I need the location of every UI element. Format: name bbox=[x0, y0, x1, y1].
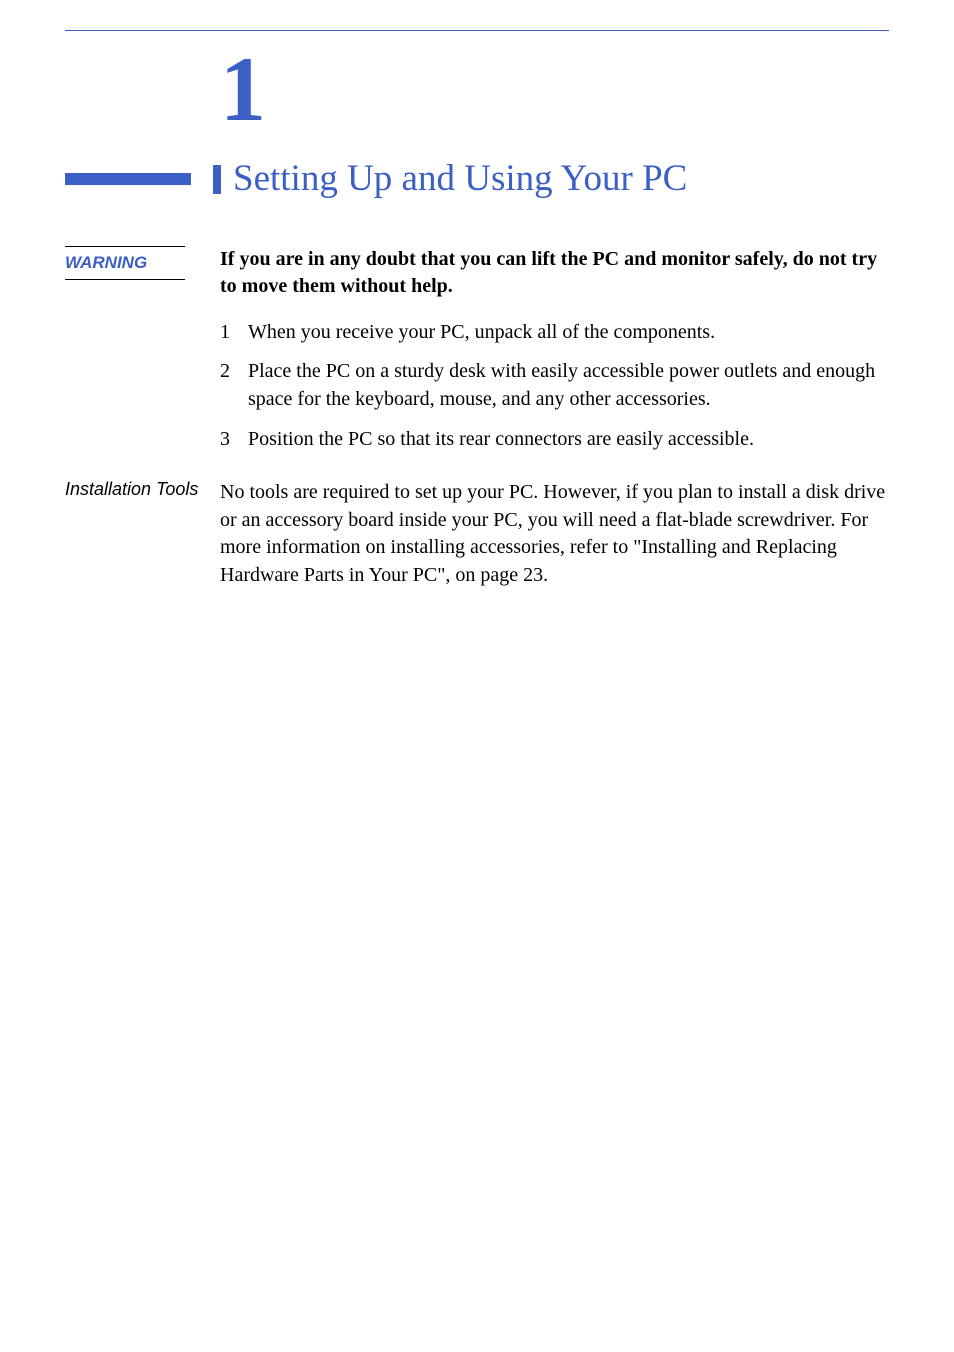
content-area: WARNING If you are in any doubt that you… bbox=[65, 246, 889, 606]
step-text: Position the PC so that its rear connect… bbox=[248, 426, 889, 454]
warning-label: WARNING bbox=[65, 246, 185, 280]
list-item: 3 Position the PC so that its rear conne… bbox=[220, 426, 889, 454]
chapter-title-row: Setting Up and Using Your PC bbox=[65, 159, 889, 200]
chapter-number: 1 bbox=[220, 43, 889, 135]
page-container: 1 Setting Up and Using Your PC WARNING I… bbox=[0, 0, 954, 666]
list-item: 1 When you receive your PC, unpack all o… bbox=[220, 319, 889, 347]
steps-section: 1 When you receive your PC, unpack all o… bbox=[65, 319, 889, 465]
title-accent-bar bbox=[65, 173, 191, 185]
warning-section: WARNING If you are in any doubt that you… bbox=[65, 246, 889, 301]
step-text: Place the PC on a sturdy desk with easil… bbox=[248, 358, 889, 413]
top-rule-divider bbox=[65, 30, 889, 31]
title-accent-tick bbox=[213, 165, 221, 194]
step-text: When you receive your PC, unpack all of … bbox=[248, 319, 889, 347]
warning-text: If you are in any doubt that you can lif… bbox=[220, 246, 889, 301]
step-marker: 1 bbox=[220, 319, 248, 347]
list-item: 2 Place the PC on a sturdy desk with eas… bbox=[220, 358, 889, 413]
step-marker: 3 bbox=[220, 426, 248, 454]
installation-tools-section: Installation Tools No tools are required… bbox=[65, 479, 889, 589]
installation-tools-text: No tools are required to set up your PC.… bbox=[220, 479, 889, 589]
steps-sidebar-empty bbox=[65, 319, 220, 465]
warning-label-container: WARNING bbox=[65, 246, 220, 301]
steps-list: 1 When you receive your PC, unpack all o… bbox=[220, 319, 889, 453]
installation-tools-label: Installation Tools bbox=[65, 477, 198, 499]
steps-body: 1 When you receive your PC, unpack all o… bbox=[220, 319, 889, 465]
step-marker: 2 bbox=[220, 358, 248, 413]
installation-tools-label-container: Installation Tools bbox=[65, 479, 220, 589]
chapter-title: Setting Up and Using Your PC bbox=[233, 159, 687, 200]
